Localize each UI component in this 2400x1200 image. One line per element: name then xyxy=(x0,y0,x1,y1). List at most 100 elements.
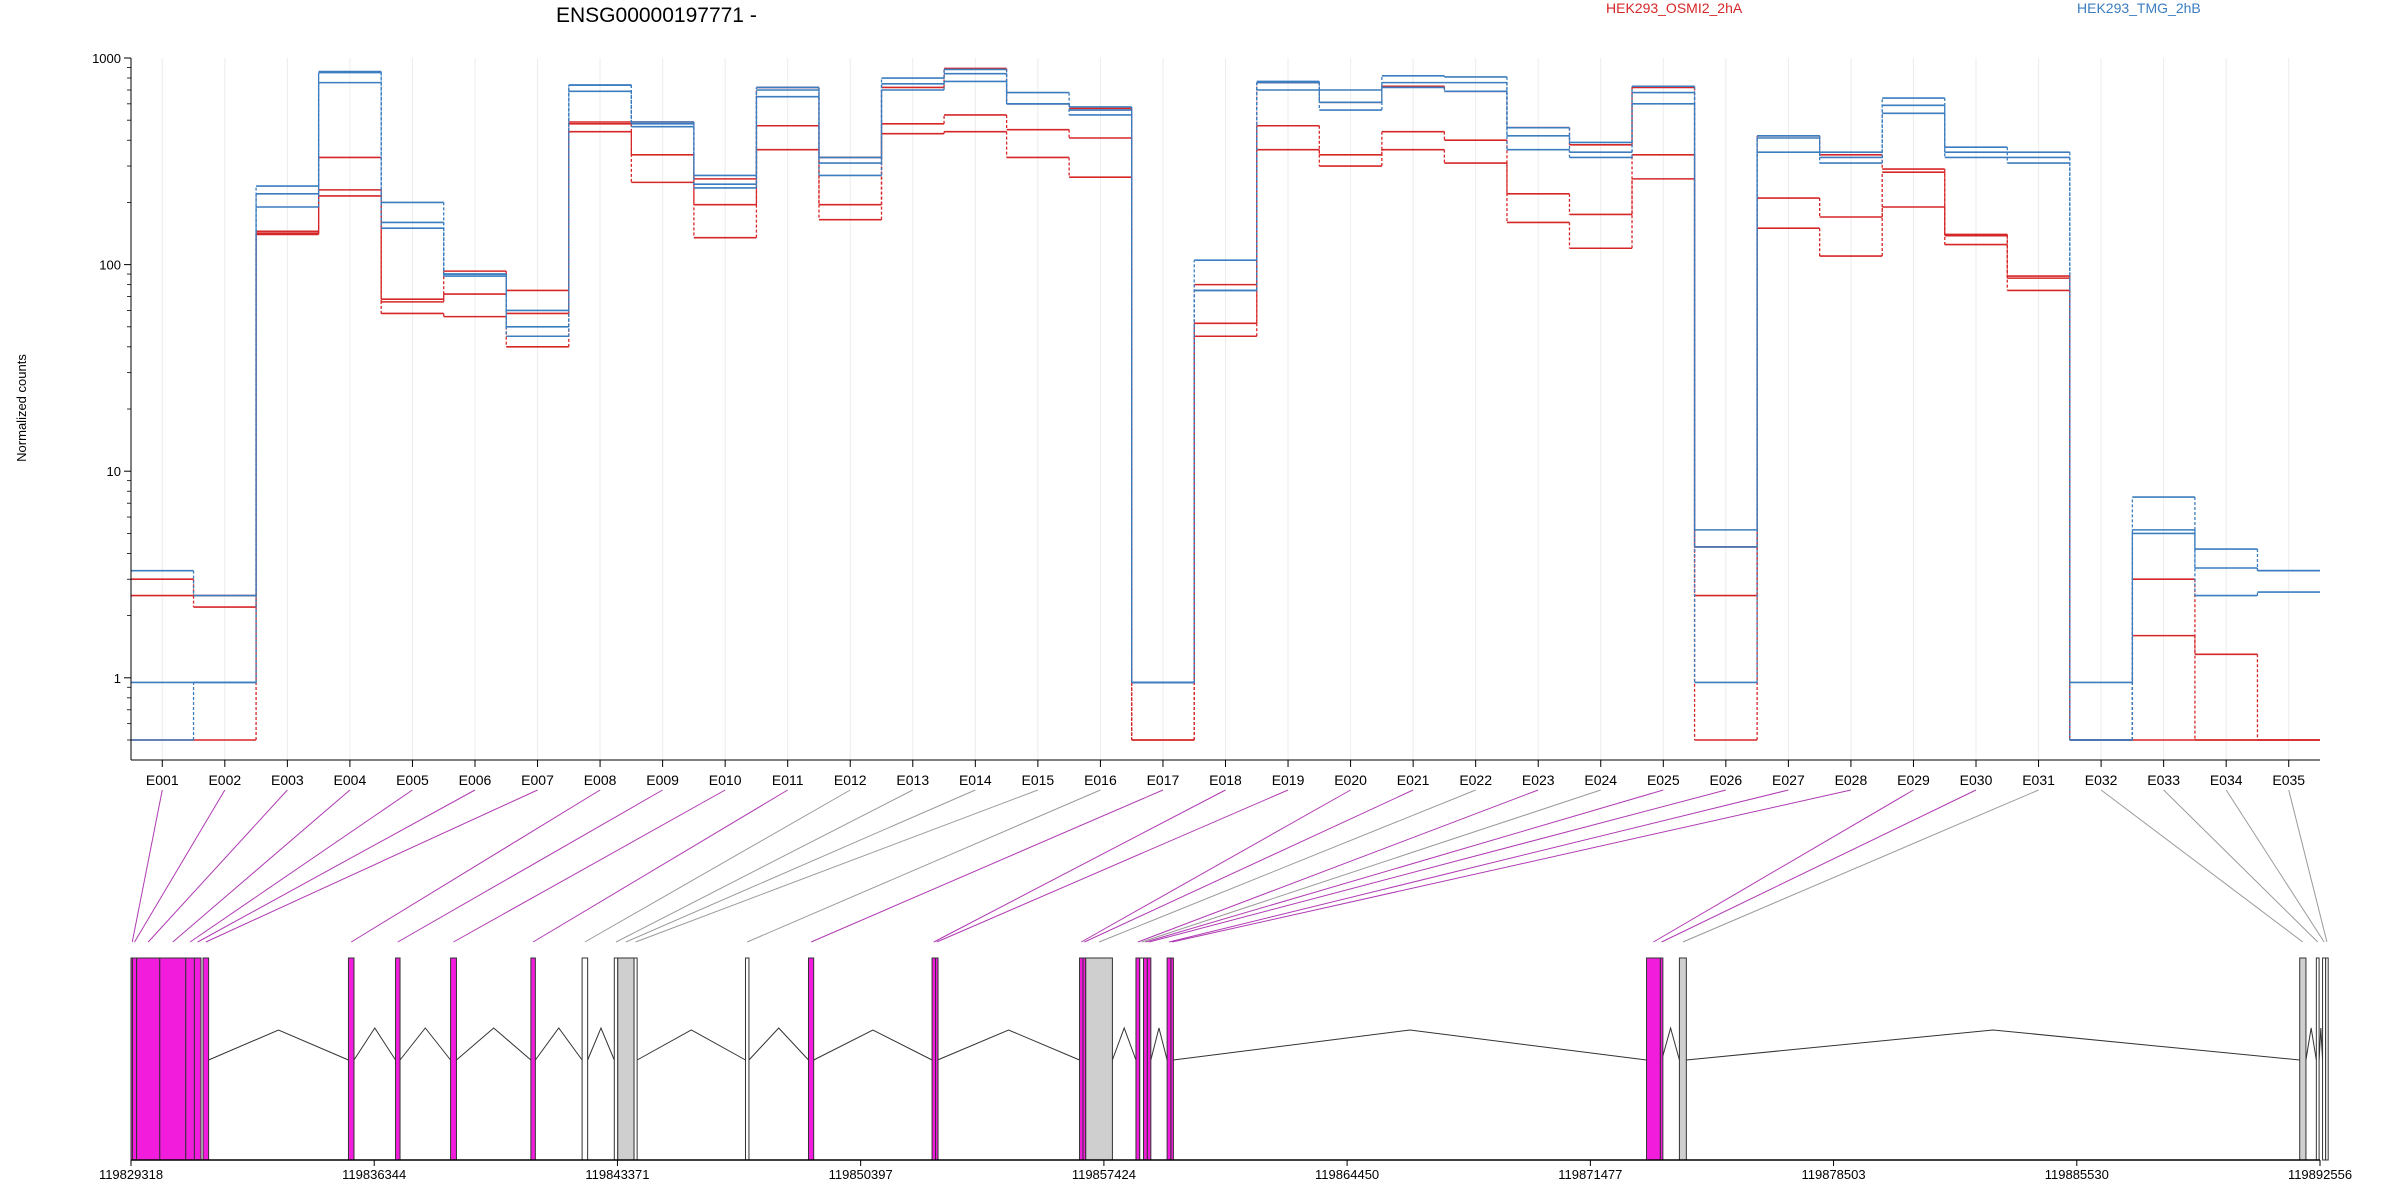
exon-connector xyxy=(131,789,163,943)
exon-connector xyxy=(1145,789,1664,943)
exon-connector xyxy=(615,789,914,943)
legend-tmg: HEK293_TMG_2hB xyxy=(2077,0,2201,16)
exon-connector xyxy=(1098,789,1476,943)
exon-connector xyxy=(933,789,1226,943)
exon-connectors xyxy=(131,789,2328,943)
intron xyxy=(2318,1027,2324,1061)
intron xyxy=(937,1029,1080,1061)
intron xyxy=(399,1027,451,1061)
intron xyxy=(2305,1027,2317,1061)
x-tick-label: E006 xyxy=(459,772,492,788)
x-tick-label: E027 xyxy=(1772,772,1805,788)
exon-connector xyxy=(453,789,726,943)
intron xyxy=(587,1026,615,1061)
exon-connector xyxy=(172,789,351,943)
x-tick-label: E022 xyxy=(1459,772,1492,788)
exon-box xyxy=(1143,957,1148,1161)
exon-connector xyxy=(397,789,663,943)
x-tick-label: E025 xyxy=(1647,772,1680,788)
x-tick-label: E021 xyxy=(1397,772,1430,788)
exon-box xyxy=(159,957,187,1161)
intron xyxy=(353,1027,396,1061)
exon-connector xyxy=(147,789,288,943)
genomic-axis: 119829318 119836344 119843371 119850397 1198… xyxy=(99,1159,2352,1182)
x-tick-label: E002 xyxy=(208,772,241,788)
exon-connector xyxy=(1172,789,1852,943)
series-lines xyxy=(131,67,2320,741)
exon-connector xyxy=(1081,789,1351,943)
intron xyxy=(636,1029,746,1061)
y-ticks: 1 10 100 1000 xyxy=(92,51,131,741)
y-axis-label: Normalized counts xyxy=(14,354,29,462)
exon-box xyxy=(530,957,536,1161)
x-tick-label: E028 xyxy=(1835,772,1868,788)
exon-connector xyxy=(197,789,476,943)
exon-box xyxy=(347,957,355,1161)
exon-connector xyxy=(134,789,226,943)
exon-box xyxy=(1170,957,1174,1161)
series-6 xyxy=(131,80,2320,741)
exon-connector xyxy=(1084,789,1414,943)
exon-box xyxy=(136,957,161,1161)
x-tick-label: E001 xyxy=(146,772,179,788)
exon-connector xyxy=(189,789,413,943)
exon-connector xyxy=(936,789,1289,943)
intron xyxy=(456,1027,532,1061)
exon-box xyxy=(807,957,815,1161)
x-tick-label: E026 xyxy=(1709,772,1742,788)
exon-box xyxy=(1139,957,1145,1161)
intron xyxy=(1686,1029,2300,1061)
x-tick-label: E015 xyxy=(1022,772,1055,788)
vertical-gridlines xyxy=(161,58,2290,760)
x-tick-label: E019 xyxy=(1272,772,1305,788)
x-tick-label: E004 xyxy=(334,772,367,788)
x-tick-label: E018 xyxy=(1209,772,1242,788)
exon-box xyxy=(633,957,638,1161)
genomic-tick-label: 119850397 xyxy=(829,1167,893,1182)
genomic-tick-label: 119878503 xyxy=(1801,1167,1865,1182)
exon-box xyxy=(2315,957,2320,1161)
exon-connector xyxy=(810,789,1164,943)
intron xyxy=(1150,1027,1168,1061)
exon-connector xyxy=(1653,789,1914,943)
genomic-tick-label: 119843371 xyxy=(585,1167,649,1182)
exon-box xyxy=(581,957,589,1161)
intron xyxy=(1173,1029,1647,1061)
genomic-tick-label: 119829318 xyxy=(99,1167,163,1182)
x-tick-label: E030 xyxy=(1960,772,1993,788)
exon-box xyxy=(450,957,457,1161)
exon-connector xyxy=(635,789,1039,943)
exon-box xyxy=(1678,957,1687,1161)
legend-osmi: HEK293_OSMI2_2hA xyxy=(1606,0,1743,16)
exon-connector xyxy=(2288,789,2328,943)
y-tick-label: 1 xyxy=(114,671,121,686)
exon-connector xyxy=(350,789,601,943)
x-tick-label: E012 xyxy=(834,772,867,788)
exon-box xyxy=(1646,957,1661,1161)
intron xyxy=(1111,1026,1137,1061)
exon-connector xyxy=(2100,789,2304,943)
x-tick-label: E013 xyxy=(896,772,929,788)
x-tick-label: E033 xyxy=(2147,772,2180,788)
x-tick-label: E017 xyxy=(1147,772,1180,788)
y-tick-label: 1000 xyxy=(92,51,121,66)
x-tick-label: E011 xyxy=(772,772,804,788)
x-tick-label: E014 xyxy=(959,772,992,788)
gene-model xyxy=(130,957,2329,1161)
exon-connector xyxy=(1661,789,1977,943)
intron xyxy=(208,1029,349,1061)
exon-box xyxy=(1659,957,1664,1161)
x-tick-label: E009 xyxy=(646,772,679,788)
exon-connector xyxy=(1168,789,1789,943)
exon-box xyxy=(935,957,939,1161)
intron xyxy=(1661,1026,1680,1061)
y-tick-label: 100 xyxy=(99,258,121,273)
exon-box xyxy=(2325,957,2329,1161)
exon-connector xyxy=(2225,789,2325,943)
exon-box xyxy=(744,957,750,1161)
exon-box xyxy=(131,957,138,1161)
genomic-tick-label: 119864450 xyxy=(1315,1167,1379,1182)
exon-connector xyxy=(1682,789,2039,943)
x-tick-label: E016 xyxy=(1084,772,1117,788)
y-tick-label: 10 xyxy=(107,464,121,479)
